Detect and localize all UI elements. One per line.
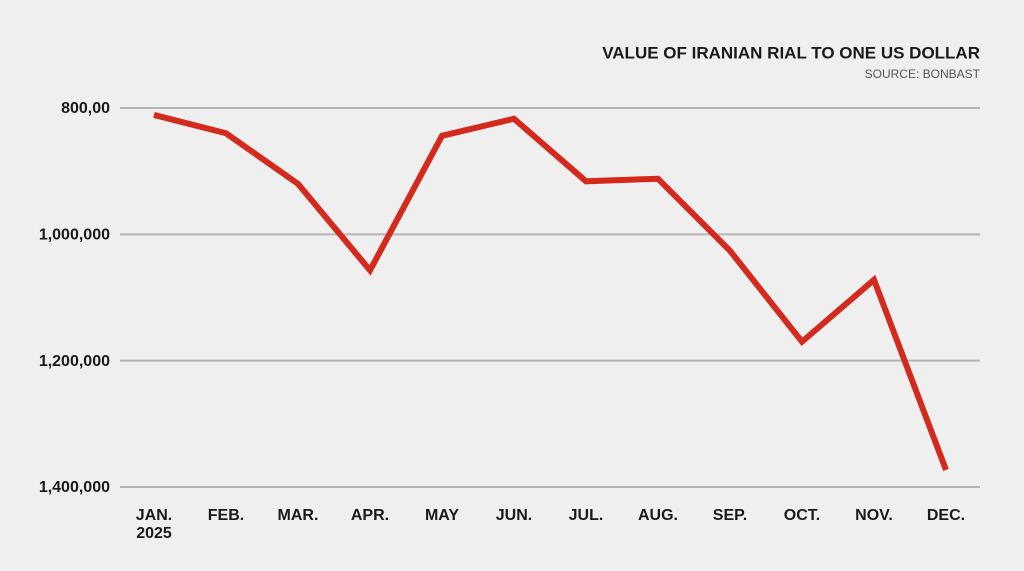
x-tick-label: NOV. xyxy=(855,507,893,524)
chart-subtitle: SOURCE: BONBAST xyxy=(865,67,981,81)
data-line xyxy=(153,112,949,472)
chart-title: VALUE OF IRANIAN RIAL TO ONE US DOLLAR xyxy=(602,43,980,62)
x-tick-label: APR. xyxy=(351,507,389,524)
x-tick-label: JUN. xyxy=(496,507,532,524)
x-tick-label: FEB. xyxy=(208,507,244,524)
y-tick-label: 1,400,000 xyxy=(39,479,110,496)
x-tick-label: MAR. xyxy=(278,507,319,524)
y-tick-label: 1,200,000 xyxy=(39,353,110,370)
x-tick-label: OCT. xyxy=(784,507,820,524)
y-tick-label: 800,00 xyxy=(61,100,110,117)
x-tick-label: AUG. xyxy=(638,507,678,524)
x-tick-label: MAY xyxy=(425,507,459,524)
x-tick-label: SEP. xyxy=(713,507,747,524)
y-tick-label: 1,000,000 xyxy=(39,227,110,244)
x-sublabel: 2025 xyxy=(136,525,172,542)
x-tick-label: JAN. xyxy=(136,507,172,524)
x-tick-label: JUL. xyxy=(569,507,604,524)
x-tick-label: DEC. xyxy=(927,507,965,524)
